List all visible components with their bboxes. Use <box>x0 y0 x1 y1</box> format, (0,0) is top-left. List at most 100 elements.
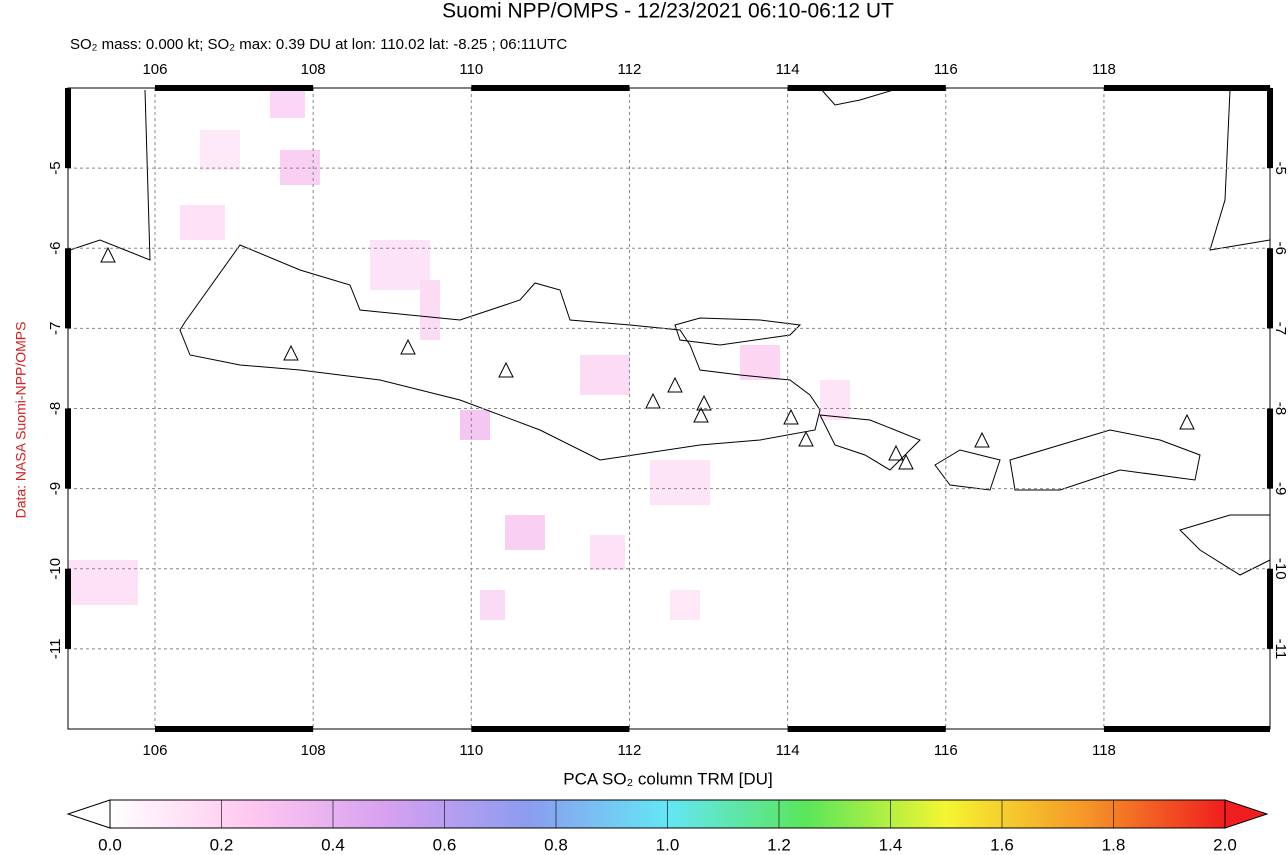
so2-cell <box>580 355 630 395</box>
x-tick-label: 114 <box>776 742 800 759</box>
y-tick-label: -5 <box>1272 161 1288 174</box>
sumba <box>1179 514 1271 576</box>
frame-bar <box>1267 568 1273 649</box>
y-tick-label: -9 <box>47 482 64 495</box>
x-tick-label: 114 <box>776 61 800 78</box>
so2-cell <box>68 560 138 605</box>
x-tick-label: 108 <box>301 742 326 759</box>
x-tick-label: 118 <box>1092 742 1116 759</box>
volcano <box>974 431 990 448</box>
frame-bar <box>154 85 314 91</box>
colorbar-tick-label: 2.0 <box>1213 835 1237 854</box>
volcano <box>693 406 709 423</box>
volcano <box>798 430 814 447</box>
y-tick-label: -10 <box>47 558 64 580</box>
map-frame <box>65 85 1273 732</box>
x-tick-label: 108 <box>301 61 326 78</box>
frame-bar <box>65 248 71 329</box>
so2-cell <box>420 280 440 340</box>
volcano <box>1179 413 1195 430</box>
so2-cell <box>820 380 850 420</box>
y-tick-label: -11 <box>1272 639 1288 660</box>
x-tick-label: 106 <box>142 742 167 759</box>
volcano <box>283 344 299 361</box>
volcano <box>498 361 514 378</box>
colorbar-tick-label: 0.0 <box>98 835 122 854</box>
volcano <box>898 453 914 470</box>
x-tick-label: 106 <box>142 61 167 78</box>
so2-cell <box>460 410 490 440</box>
sumbawa <box>1009 429 1201 491</box>
volcano <box>888 444 904 461</box>
so2-cell <box>270 88 305 118</box>
frame-bar <box>1103 726 1270 732</box>
frame-bar <box>787 85 946 91</box>
frame-bar <box>1267 408 1273 489</box>
sulawesi <box>1209 87 1271 251</box>
borneo <box>819 87 901 106</box>
frame-bar <box>65 408 71 489</box>
credit: Data: NASA Suomi-NPP/OMPS <box>13 322 29 519</box>
colorbar-tick-label: 0.6 <box>433 835 457 854</box>
volcano <box>100 246 116 263</box>
y-tick-label: -7 <box>47 322 64 335</box>
y-tick-label: -9 <box>1272 482 1288 495</box>
y-tick-label: -7 <box>1272 322 1288 335</box>
frame-bar <box>471 85 630 91</box>
frame-bar <box>471 726 630 732</box>
colorbar-tick-label: 0.8 <box>544 835 568 854</box>
frame-bar <box>787 726 946 732</box>
colorbar-tick-label: 0.2 <box>210 835 234 854</box>
so2-cell <box>670 590 700 620</box>
x-tick-label: 116 <box>934 742 958 759</box>
sumatra <box>69 89 151 261</box>
so2-cell <box>650 460 710 505</box>
y-tick-label: -8 <box>47 402 64 415</box>
x-tick-label: 118 <box>1092 61 1116 78</box>
volcanoes <box>100 246 1195 470</box>
so2-cell <box>200 130 240 170</box>
so2-cell <box>280 150 320 185</box>
y-tick-label: -6 <box>47 242 64 255</box>
colorbar-under <box>66 799 111 829</box>
x-tick-label: 110 <box>459 61 483 78</box>
frame-bar <box>65 88 71 169</box>
colorbar-tick-label: 1.4 <box>879 835 903 854</box>
y-tick-label: -10 <box>1272 558 1288 580</box>
lombok <box>934 449 1001 491</box>
colorbar-tick-label: 1.8 <box>1102 835 1126 854</box>
so2-cell <box>590 535 625 570</box>
volcano <box>400 338 416 355</box>
volcano <box>645 392 661 409</box>
bali <box>819 414 921 471</box>
frame-bar <box>1103 85 1270 91</box>
so2-cell <box>480 590 505 620</box>
x-tick-label: 110 <box>459 742 483 759</box>
colorbar-tick-label: 1.2 <box>767 835 791 854</box>
y-tick-label: -6 <box>1272 242 1288 255</box>
x-tick-label: 116 <box>934 61 958 78</box>
x-tick-label: 112 <box>617 61 641 78</box>
y-tick-label: -11 <box>47 639 64 660</box>
volcano <box>783 408 799 425</box>
colorbar-tick-label: 1.0 <box>656 835 680 854</box>
frame-bar <box>1267 248 1273 329</box>
volcano <box>667 376 683 393</box>
colorbar-over <box>1224 799 1269 829</box>
frame-bar <box>65 568 71 649</box>
so2-cell <box>505 515 545 550</box>
y-tick-label: -5 <box>47 161 64 174</box>
title: Suomi NPP/OMPS - 12/23/2021 06:10-06:12 … <box>442 0 894 23</box>
colorbar-label: PCA SO₂ column TRM [DU] <box>563 769 772 788</box>
volcano <box>696 394 712 411</box>
subtitle: SO₂ mass: 0.000 kt; SO₂ max: 0.39 DU at … <box>70 36 567 53</box>
so2-cell <box>740 345 780 380</box>
frame-bar <box>154 726 314 732</box>
colorbar-tick-label: 1.6 <box>990 835 1014 854</box>
y-tick-label: -8 <box>1272 402 1288 415</box>
frame-bar <box>1267 88 1273 169</box>
colorbar-tick-label: 0.4 <box>321 835 345 854</box>
so2-cell <box>180 205 225 240</box>
x-tick-label: 112 <box>617 742 641 759</box>
